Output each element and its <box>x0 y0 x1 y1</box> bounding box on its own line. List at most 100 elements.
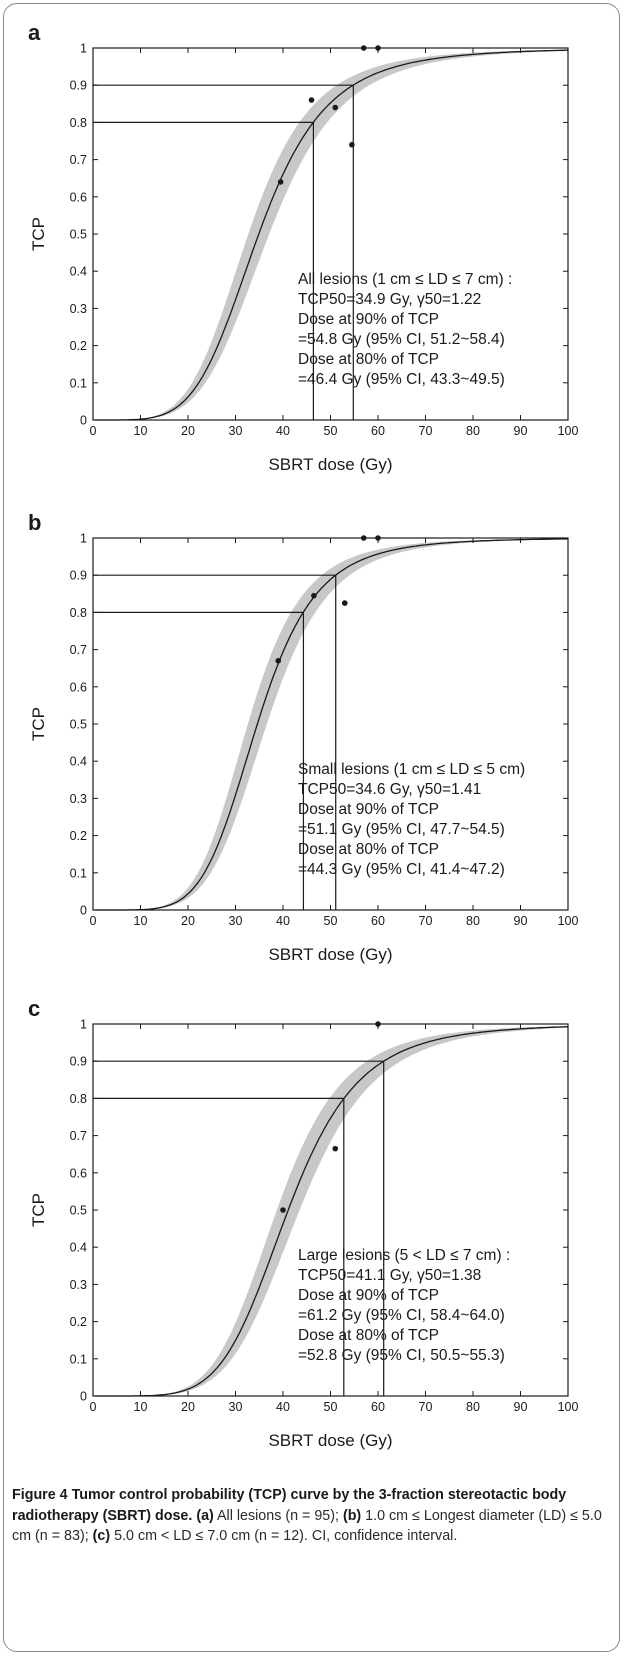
x-tick-label: 80 <box>466 424 480 438</box>
data-point <box>332 1145 339 1152</box>
annotation-line: =46.4 Gy (95% CI, 43.3~49.5) <box>298 371 505 388</box>
data-point <box>280 1207 286 1213</box>
y-axis-label: TCP <box>29 1193 48 1227</box>
data-point <box>277 179 284 185</box>
tcp-curve <box>95 49 568 421</box>
x-tick-label: 20 <box>181 424 195 438</box>
y-tick-label: 0.3 <box>70 792 87 806</box>
tcp-curve <box>95 1026 569 1397</box>
data-point <box>275 657 282 664</box>
x-tick-label: 10 <box>134 424 148 438</box>
x-tick-label: 70 <box>419 1400 433 1414</box>
figure-caption: Figure 4 Tumor control probability (TCP)… <box>12 1485 612 1547</box>
y-tick-label: 0.9 <box>70 1055 87 1069</box>
annotation-line: Small lesions (1 cm ≤ LD ≤ 5 cm) <box>298 761 525 778</box>
y-tick-label: 0 <box>80 1390 87 1404</box>
x-tick-label: 60 <box>371 914 385 928</box>
x-tick-label: 90 <box>514 914 528 928</box>
annotation-line: TCP50=41.1 Gy, γ50=1.38 <box>298 1267 481 1284</box>
x-tick-label: 30 <box>229 424 243 438</box>
x-tick-label: 50 <box>324 424 338 438</box>
y-tick-label: 1 <box>80 42 87 56</box>
annotation-line: =54.8 Gy (95% CI, 51.2~58.4) <box>298 331 505 348</box>
y-tick-label: 0.6 <box>70 190 87 204</box>
y-tick-label: 1 <box>80 1018 87 1032</box>
annotation-line: Dose at 90% of TCP <box>298 1287 439 1304</box>
y-tick-label: 0.8 <box>70 116 87 130</box>
panel-label-a: a <box>28 20 41 45</box>
tcp-curve <box>95 538 569 911</box>
y-axis-label: TCP <box>29 707 48 741</box>
annotation-line: =52.8 Gy (95% CI, 50.5~55.3) <box>298 1347 505 1364</box>
y-tick-label: 0.1 <box>70 376 87 390</box>
x-tick-label: 20 <box>181 1400 195 1414</box>
data-point <box>308 97 315 103</box>
x-tick-label: 80 <box>466 1400 480 1414</box>
y-tick-label: 0.3 <box>70 1278 87 1292</box>
annotation-line: =44.3 Gy (95% CI, 41.4~47.2) <box>298 861 505 878</box>
x-tick-label: 0 <box>90 1400 97 1414</box>
y-tick-label: 0.8 <box>70 606 87 620</box>
y-tick-label: 0.4 <box>70 265 87 279</box>
data-point <box>349 141 355 148</box>
y-tick-label: 0.7 <box>70 643 87 657</box>
caption-part-b-label: (b) <box>342 1507 362 1524</box>
x-tick-label: 90 <box>514 424 528 438</box>
panel-c: c 0 10 20 30 40 50 60 70 80 90 100 0 0.1 0.2 0.3 0.4 0.5 0… <box>28 996 578 1450</box>
data-point <box>311 592 317 599</box>
y-tick-label: 0.4 <box>70 755 87 769</box>
caption-title: Figure 4 Tumor control probability (TCP)… <box>12 1487 567 1524</box>
x-tick-label: 90 <box>514 1400 528 1414</box>
annotation-line: Dose at 90% of TCP <box>298 311 439 328</box>
y-tick-label: 0.7 <box>70 153 87 167</box>
figure-container <box>3 3 620 1652</box>
x-axis-label: SBRT dose (Gy) <box>268 455 392 474</box>
x-tick-label: 60 <box>371 424 385 438</box>
annotation-line: TCP50=34.6 Gy, γ50=1.41 <box>298 781 481 798</box>
x-tick-label: 100 <box>558 1400 579 1414</box>
annotation-line: Dose at 80% of TCP <box>298 351 439 368</box>
data-point <box>332 104 339 111</box>
x-tick-label: 30 <box>229 1400 243 1414</box>
data-point <box>341 600 348 606</box>
y-axis-label: TCP <box>29 217 48 251</box>
x-tick-label: 50 <box>324 1400 338 1414</box>
x-tick-label: 100 <box>558 914 579 928</box>
y-tick-label: 0.8 <box>70 1092 87 1106</box>
y-tick-label: 0.1 <box>70 866 87 880</box>
y-tick-label: 0.7 <box>70 1129 87 1143</box>
y-tick-label: 0.4 <box>70 1241 87 1255</box>
y-tick-label: 0.5 <box>70 1204 87 1218</box>
tcp-figure: a0 10 20 30 40 50 60 70 80 90 10000.10.20.30.40.50… <box>28 20 579 1450</box>
y-tick-label: 0.9 <box>70 79 87 93</box>
panel-label-c: c <box>28 996 40 1021</box>
caption-part-b-text: 1.0 cm ≤ Longest diameter (LD) ≤ 5.0 cm … <box>12 1507 602 1545</box>
y-tick-label: 0 <box>80 904 87 918</box>
x-tick-label: 0 <box>90 424 97 438</box>
y-tick-label: 0.5 <box>70 718 87 732</box>
y-tick-label: 1 <box>80 532 87 546</box>
x-axis-label: SBRT dose (Gy) <box>268 1431 392 1450</box>
y-tick-label: 0.2 <box>70 339 87 353</box>
panel-a: a 0 10 20 30 40 50 60 70 80 90 100 0 0.1 0.2 0.3 0.4 0.5 0… <box>28 20 578 474</box>
x-tick-label: 20 <box>181 914 195 928</box>
annotation-line: All lesions (1 cm ≤ LD ≤ 7 cm) : <box>298 271 512 288</box>
y-tick-label: 0.6 <box>70 1166 87 1180</box>
x-tick-label: 40 <box>276 914 290 928</box>
y-tick-label: 0.3 <box>70 302 87 316</box>
x-tick-label: 70 <box>419 914 433 928</box>
annotation-line: Dose at 90% of TCP <box>298 801 439 818</box>
caption-part-c-label: (c) <box>92 1528 111 1544</box>
annotation-line: TCP50=34.9 Gy, γ50=1.22 <box>298 291 481 308</box>
y-tick-label: 0.1 <box>70 1352 87 1366</box>
x-tick-label: 40 <box>276 424 290 438</box>
x-tick-label: 50 <box>324 914 338 928</box>
annotation-line: Dose at 80% of TCP <box>298 1327 439 1344</box>
y-tick-label: 0 <box>80 414 87 428</box>
x-tick-label: 100 <box>558 424 579 438</box>
x-tick-label: 10 <box>134 1400 148 1414</box>
x-tick-label: 60 <box>371 1400 385 1414</box>
annotation-line: =51.1 Gy (95% CI, 47.7~54.5) <box>298 821 505 838</box>
y-tick-label: 0.5 <box>70 228 87 242</box>
caption-part-c-text: 5.0 cm < LD ≤ 7.0 cm (n = 12). CI, confi… <box>110 1528 458 1544</box>
